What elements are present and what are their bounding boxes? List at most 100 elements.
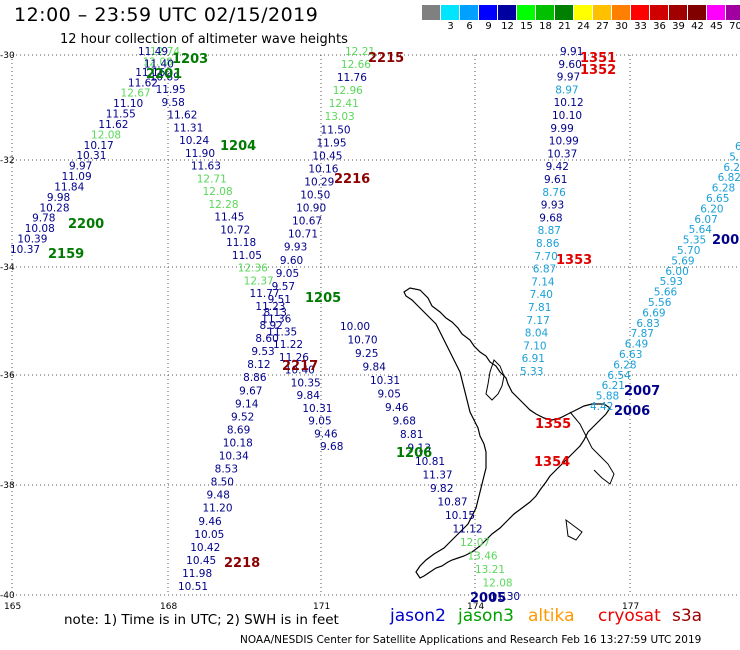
wave-height-value: 10.31 bbox=[302, 403, 332, 415]
scale-swatch bbox=[707, 5, 726, 20]
wave-height-value: 10.17 bbox=[84, 140, 114, 152]
scale-label: 42 bbox=[691, 21, 704, 32]
wave-height-value: 12.36 bbox=[238, 263, 268, 275]
wave-height-value: 9.51 bbox=[268, 294, 291, 306]
pass-time-label: 2008 bbox=[712, 233, 740, 248]
wave-height-value: 11.76 bbox=[337, 72, 367, 84]
wave-height-value: 9.68 bbox=[320, 441, 343, 453]
lat-tick-label: -36 bbox=[0, 371, 15, 381]
lat-tick-label: -30 bbox=[0, 51, 15, 61]
wave-height-value: 6.28 bbox=[613, 359, 636, 371]
wave-height-value: 10.70 bbox=[348, 335, 378, 347]
wave-height-value: 10.71 bbox=[288, 229, 318, 241]
pass-time-label: 2215 bbox=[368, 51, 404, 66]
wave-height-value: 10.81 bbox=[415, 456, 445, 468]
wave-height-value: 8.53 bbox=[215, 464, 238, 476]
wave-height-value: 10.39 bbox=[17, 234, 47, 246]
wave-height-value: 6.65 bbox=[706, 193, 729, 205]
wave-height-value: 9.05 bbox=[378, 389, 401, 401]
wave-height-value: 10.69 bbox=[150, 71, 180, 83]
wave-height-value: 9.46 bbox=[314, 428, 338, 440]
wave-height-value: 5.69 bbox=[671, 255, 694, 267]
scale-label: 24 bbox=[577, 21, 590, 32]
wave-height-value: 11.18 bbox=[226, 237, 256, 249]
wave-height-value: 11.30 bbox=[490, 591, 520, 603]
legend-jason2: jason2 bbox=[390, 606, 446, 626]
pass-time-label: 1355 bbox=[535, 417, 571, 432]
wave-height-value: 7.87 bbox=[631, 328, 654, 340]
wave-height-value: 10.10 bbox=[552, 110, 582, 122]
wave-height-value: 11.49 bbox=[138, 46, 168, 58]
wave-height-value: 12.37 bbox=[244, 275, 274, 287]
wave-height-value: 10.45 bbox=[312, 150, 342, 162]
wave-height-value: 11.40 bbox=[144, 59, 174, 71]
wave-height-value: 6.54 bbox=[607, 370, 631, 382]
track-c: 10.5111.9810.4510.4210.059.4611.209.488.… bbox=[178, 46, 375, 593]
pass-time-label: 2201 bbox=[146, 67, 182, 82]
wave-height-value: 9.25 bbox=[355, 348, 378, 360]
lat-tick-label: -40 bbox=[0, 591, 15, 601]
wave-height-value: 10.40 bbox=[285, 365, 315, 377]
scale-label: 27 bbox=[596, 21, 609, 32]
wave-height-value: 6.30 bbox=[735, 141, 740, 153]
wave-height-value: 10.51 bbox=[178, 581, 208, 593]
wave-height-value: 11.90 bbox=[185, 148, 215, 160]
wave-height-value: 9.46 bbox=[385, 402, 409, 414]
wave-height-value: 9.61 bbox=[544, 174, 567, 186]
wave-height-value: 11.12 bbox=[453, 524, 483, 536]
wave-height-value: 6.23 bbox=[723, 162, 740, 174]
wave-height-value: 5.88 bbox=[596, 391, 619, 403]
wave-height-value: 6.00 bbox=[665, 266, 688, 278]
scale-swatch bbox=[574, 5, 593, 20]
wave-height-value: 9.99 bbox=[550, 123, 573, 135]
scale-swatch bbox=[555, 5, 574, 20]
wave-height-value: 7.40 bbox=[530, 289, 553, 301]
track-b: 11.4911.4010.6911.959.5811.6211.3110.241… bbox=[138, 46, 343, 453]
wave-height-value: 9.68 bbox=[393, 416, 416, 428]
lon-tick-label: 174 bbox=[467, 602, 484, 612]
wave-height-value: 12.07 bbox=[460, 537, 490, 549]
wave-height-value: 6.07 bbox=[694, 214, 717, 226]
wave-height-value: 11.26 bbox=[279, 352, 309, 364]
wave-height-value: 9.53 bbox=[251, 346, 274, 358]
wave-height-value: 11.09 bbox=[62, 171, 92, 183]
lat-tick-label: -34 bbox=[0, 263, 15, 273]
wave-height-value: 11.95 bbox=[316, 137, 346, 149]
scale-label: 30 bbox=[615, 21, 628, 32]
legend-s3a: s3a bbox=[672, 606, 703, 626]
new-zealand-coastline bbox=[403, 287, 615, 579]
wave-height-value: 11.20 bbox=[202, 503, 232, 515]
scale-label: 6 bbox=[466, 21, 473, 32]
wave-height-value: 7.10 bbox=[523, 340, 546, 352]
scale-swatch bbox=[460, 5, 479, 20]
wave-height-value: 9.58 bbox=[161, 97, 184, 109]
wave-height-value: 9.97 bbox=[69, 161, 92, 173]
wave-height-value: 10.67 bbox=[292, 216, 322, 228]
scale-swatch bbox=[669, 5, 688, 20]
wave-height-value: 12.66 bbox=[341, 59, 371, 71]
wave-height-value: 11.10 bbox=[113, 98, 143, 110]
wave-height-value: 11.95 bbox=[156, 84, 186, 96]
lat-tick-label: -32 bbox=[0, 156, 15, 166]
pass-time-label: 1353 bbox=[556, 253, 592, 268]
pass-time-label: 1204 bbox=[220, 139, 256, 154]
wave-height-value: 10.42 bbox=[190, 542, 220, 554]
wave-height-value: 10.29 bbox=[304, 176, 334, 188]
note-text: note: 1) Time is in UTC; 2) SWH is in fe… bbox=[64, 612, 339, 628]
wave-height-value: 8.97 bbox=[555, 84, 578, 96]
wave-height-value: 9.42 bbox=[546, 161, 569, 173]
pass-time-label: 1205 bbox=[305, 291, 341, 306]
wave-height-value: 6.91 bbox=[522, 353, 545, 365]
scale-swatch bbox=[498, 5, 517, 20]
wave-height-value: 11.77 bbox=[250, 288, 280, 300]
pass-time-label: 2007 bbox=[624, 384, 660, 399]
scale-label: 36 bbox=[653, 21, 666, 32]
wave-height-value: 8.76 bbox=[542, 187, 566, 199]
wave-height-value: 12.21 bbox=[345, 46, 375, 58]
wave-height-value: 9.13 bbox=[408, 443, 431, 455]
wave-height-value: 9.84 bbox=[297, 390, 321, 402]
wave-height-value: 10.87 bbox=[438, 497, 468, 509]
coromandel-coastline bbox=[485, 359, 505, 401]
